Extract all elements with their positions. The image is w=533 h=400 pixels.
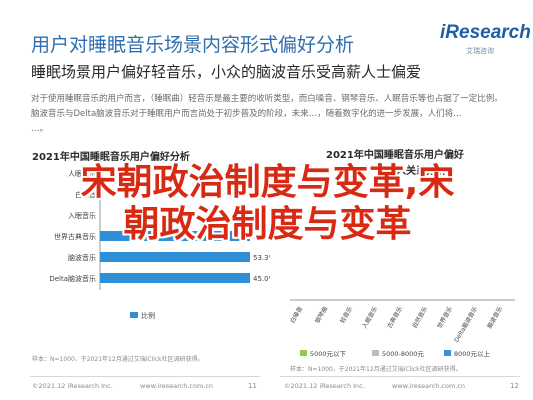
body-paragraph: 对于使用睡眠音乐的用户而言，（睡眠曲）轻音乐是最主要的收听类型，而白噪音、钢琴音…: [31, 92, 509, 137]
footer-rule-left: [30, 376, 260, 377]
right-category-label: 入眠音乐: [360, 305, 379, 330]
body-line-2: 脑波音乐与Delta脑波音乐对于睡眠用户而言尚处于初步普及的阶段，未来…，随着数…: [31, 109, 462, 119]
left-legend-swatch: [130, 312, 138, 318]
right-category-label: 自然音乐: [410, 305, 429, 330]
right-chart-title-2: 入关系分析: [396, 166, 446, 177]
left-category-label: 世界古典音乐: [54, 232, 96, 241]
left-chart-title: 2021年中国睡眠音乐用户偏好分析: [32, 152, 190, 163]
left-bar-value-label: 45.0%: [253, 275, 270, 283]
right-legend-swatch: [300, 350, 307, 356]
logo-text: iResearch: [440, 22, 531, 43]
body-line-3: …。: [31, 124, 49, 134]
overlay-line-1: 宋朝政治制度与变革,宋: [80, 162, 455, 203]
right-category-label: Delta脑波音乐: [452, 305, 479, 344]
left-category-label: 入眠音乐: [68, 211, 96, 220]
footer-url-left: www.iresearch.com.cn: [140, 382, 214, 390]
right-legend-swatch: [372, 350, 379, 356]
right-category-label: 脑波音乐: [485, 305, 504, 330]
page-subtitle: 睡眠场景用户偏好轻音乐，小众的脑波音乐受高薪人士偏爱: [31, 63, 422, 81]
left-category-label: 白噪音: [75, 190, 96, 199]
footer-copyright-right: ©2021.12 iResearch Inc.: [284, 382, 365, 390]
page-title: 用户对睡眠音乐场景内容形式偏好分析: [31, 34, 355, 56]
logo-subtext: 艾瑞咨询: [466, 47, 494, 55]
left-category-label: 人眠音乐: [68, 169, 96, 178]
right-category-label: 钢琴曲: [313, 305, 329, 325]
left-bar: [100, 273, 250, 283]
left-bar: [100, 231, 250, 241]
right-legend-label: 8000元以上: [454, 349, 491, 358]
iresearch-logo: iResearch 艾瑞咨询: [432, 22, 531, 55]
page-number-right: 12: [510, 382, 519, 390]
footer-url-right: www.iresearch.com.cn: [392, 382, 466, 390]
right-legend-label: 5000元以下: [310, 350, 347, 358]
left-category-label: 脑波音乐: [68, 253, 96, 262]
right-legend-label: 5000-8000元: [382, 350, 424, 358]
right-category-label: 白噪音: [288, 305, 304, 325]
left-sample-note: 样本：N=1000，于2021年12月通过艾瑞iClick社区调研获得。: [32, 356, 204, 363]
left-bar-value-label: 53.3%: [253, 254, 270, 262]
left-bar-value-label: 57.9%: [253, 233, 270, 241]
right-sample-note: 样本：N=1000，于2021年12月通过艾瑞iClick社区调研获得。: [290, 366, 462, 373]
footer-copyright-left: ©2021.12 iResearch Inc.: [32, 382, 113, 390]
overlay-headline: 宋朝政治制度与变革,宋 朝政治制度与变革: [10, 162, 525, 246]
right-category-label: 世界音乐: [435, 305, 454, 330]
page-number-left: 11: [248, 382, 257, 390]
right-legend-swatch: [444, 350, 451, 356]
right-category-label: 轻音乐: [338, 305, 354, 325]
left-legend-label: 比例: [141, 311, 155, 320]
footer-rule-right: [280, 376, 520, 377]
left-category-label: Delta脑波音乐: [49, 274, 96, 283]
body-line-1: 对于使用睡眠音乐的用户而言，（睡眠曲）轻音乐是最主要的收听类型，而白噪音、钢琴音…: [31, 94, 503, 104]
overlay-line-2: 朝政治制度与变革: [123, 204, 412, 245]
right-category-label: 古典音乐: [385, 305, 404, 330]
left-bar: [100, 252, 250, 262]
right-chart-title-1: 2021年中国睡眠音乐用户偏好: [326, 150, 464, 161]
